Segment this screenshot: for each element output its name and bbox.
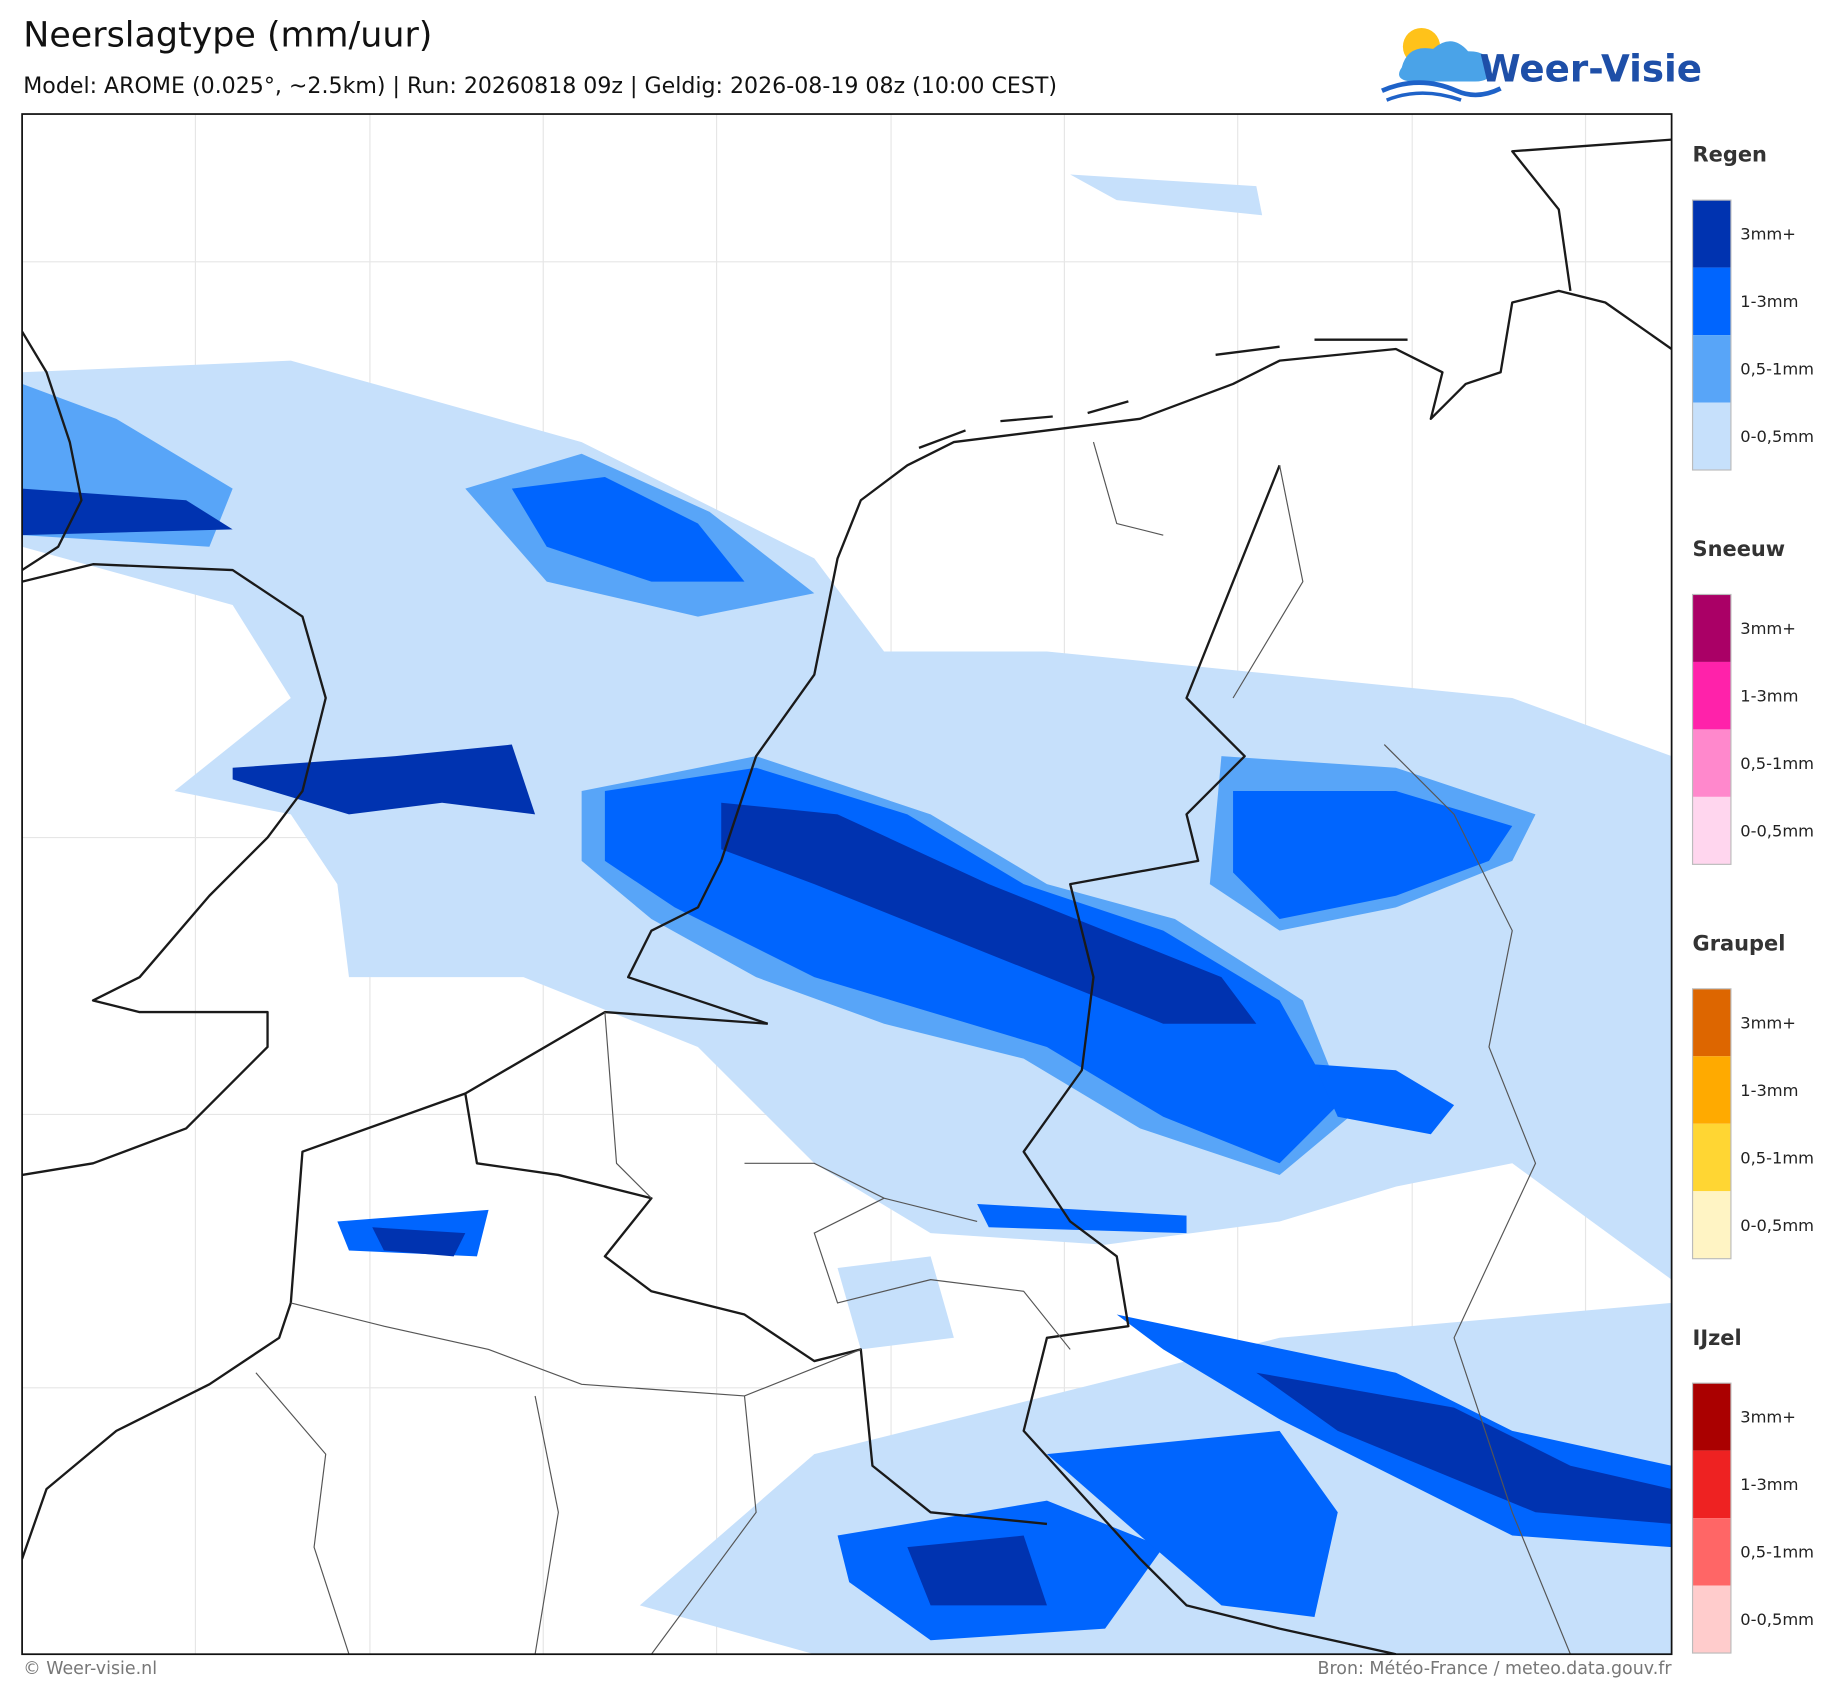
legend-swatch (1692, 1383, 1731, 1451)
legend-swatch (1692, 661, 1731, 730)
legend-swatch (1692, 796, 1731, 865)
legend-label: 1-3mm (1740, 686, 1798, 705)
legend-swatch (1692, 594, 1731, 662)
subtitle: Model: AROME (0.025°, ~2.5km) | Run: 202… (23, 73, 1057, 99)
legend-label: 0-0,5mm (1740, 821, 1814, 840)
legend-label: 3mm+ (1740, 225, 1796, 244)
legend-swatch (1692, 729, 1731, 797)
legend-label: 0-0,5mm (1740, 427, 1814, 446)
legend-label: 0,5-1mm (1740, 360, 1814, 379)
footer-left: © Weer-visie.nl (23, 1659, 157, 1679)
legend-label: 1-3mm (1740, 1475, 1798, 1494)
legend-label: 3mm+ (1740, 1408, 1796, 1427)
legend-swatch (1692, 1191, 1731, 1259)
legend-label: 0-0,5mm (1740, 1216, 1814, 1235)
legend-label: 3mm+ (1740, 1013, 1796, 1032)
legend-swatch (1692, 1056, 1731, 1124)
legend-swatch (1692, 1518, 1731, 1586)
legend-label: 0,5-1mm (1740, 1148, 1814, 1167)
legend-label: 3mm+ (1740, 619, 1796, 638)
legend-swatch (1692, 402, 1731, 470)
legend-swatch (1692, 1123, 1731, 1192)
precipitation (22, 174, 1672, 1655)
legend-label: 0-0,5mm (1740, 1610, 1814, 1629)
legend-frame (1691, 593, 1732, 865)
legend-swatch (1692, 1450, 1731, 1519)
legend-swatch (1692, 200, 1731, 268)
legend-swatch (1692, 267, 1731, 336)
legend-title: Regen (1693, 143, 1767, 167)
map-frame (21, 113, 1673, 1656)
logo-text: Weer-Visie (1480, 46, 1702, 90)
legend-frame (1691, 199, 1732, 471)
legend-label: 1-3mm (1740, 292, 1798, 311)
legend-frame (1691, 1382, 1732, 1654)
legend-label: 1-3mm (1740, 1081, 1798, 1100)
legend-label: 0,5-1mm (1740, 754, 1814, 773)
legend-frame (1691, 988, 1732, 1260)
logo: Weer-Visie (1381, 27, 1702, 102)
footer-right: Bron: Météo-France / meteo.data.gouv.fr (1318, 1659, 1673, 1679)
legend-label: 0,5-1mm (1740, 1543, 1814, 1562)
legend-title: Graupel (1693, 931, 1786, 955)
map (22, 114, 1672, 1655)
legend-swatch (1692, 1585, 1731, 1654)
legend-swatch (1692, 335, 1731, 403)
legend-title: Sneeuw (1693, 537, 1786, 561)
title: Neerslagtype (mm/uur) (23, 16, 432, 56)
legend-title: IJzel (1693, 1326, 1742, 1350)
legend-swatch (1692, 988, 1731, 1057)
legend: Regen 3mm+ 1-3mm 0,5-1mm 0-0,5mm Sneeuw 3mm+ 1-… (1691, 143, 1814, 1654)
